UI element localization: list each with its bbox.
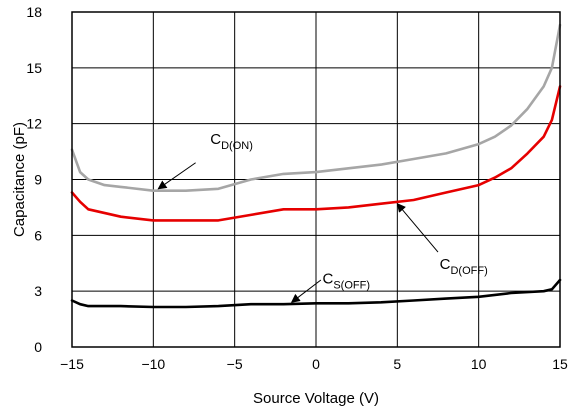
y-tick-label: 15 — [26, 60, 42, 76]
y-tick-label: 6 — [34, 227, 42, 243]
series-line-0 — [70, 23, 562, 192]
x-tick-label: 10 — [471, 356, 487, 372]
annotation-arrow — [157, 162, 196, 190]
annotation-label: CS(OFF) — [323, 271, 371, 292]
y-axis-label: Capacitance (pF) — [11, 122, 28, 237]
x-tick-label: 5 — [393, 356, 401, 372]
tick-labels: −15 −10 −5 0 5 10 15 0 3 6 9 12 15 18 — [26, 4, 568, 372]
y-tick-label: 9 — [34, 172, 42, 188]
annotation-label: CD(ON) — [210, 131, 253, 152]
annotations-group: CD(ON) CD(OFF) CS(OFF) — [157, 131, 488, 303]
plot-frame — [71, 11, 561, 348]
x-tick-label: −10 — [141, 356, 165, 372]
x-tick-label: 0 — [312, 356, 320, 372]
y-tick-label: 18 — [26, 4, 42, 20]
series-group — [70, 23, 562, 309]
annotation-label: CD(OFF) — [440, 256, 488, 277]
x-tick-label: −15 — [60, 356, 84, 372]
y-tick-label: 3 — [34, 283, 42, 299]
y-tick-label: 12 — [26, 116, 42, 132]
series-line-2 — [70, 278, 562, 309]
x-axis-label: Source Voltage (V) — [253, 390, 379, 407]
series-line-1 — [70, 85, 562, 222]
annotation-arrow — [396, 203, 439, 253]
y-tick-label: 0 — [34, 339, 42, 355]
x-tick-label: 15 — [552, 356, 568, 372]
annotation-arrow — [290, 279, 322, 303]
x-tick-label: −5 — [227, 356, 243, 372]
